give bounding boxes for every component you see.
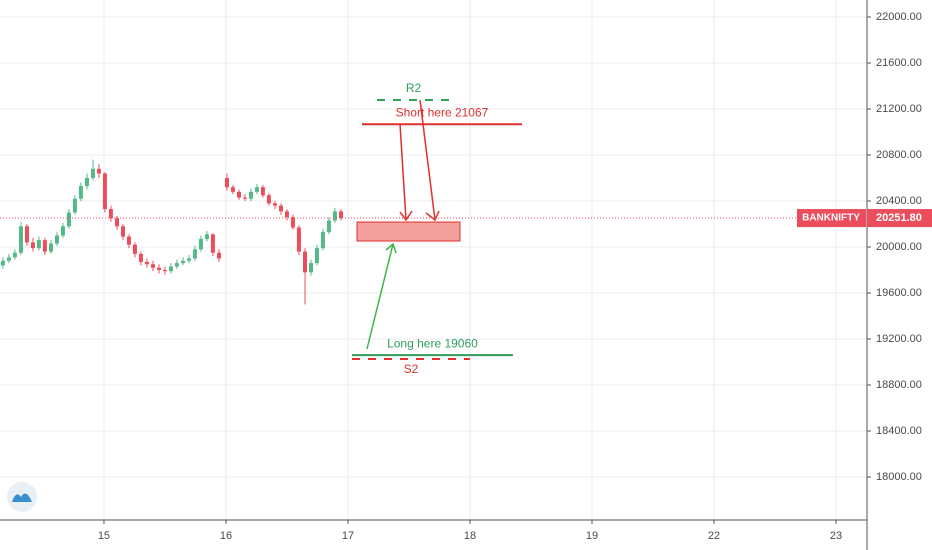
candle-body	[332, 211, 337, 221]
candle-body	[198, 238, 203, 250]
candle-body	[237, 191, 242, 198]
candle-body	[186, 258, 191, 261]
price-tag-label: 20251.80	[876, 212, 922, 224]
candle-body	[84, 178, 89, 187]
candle-body	[162, 270, 167, 272]
x-tick-label: 22	[708, 530, 720, 542]
arrow	[366, 242, 397, 350]
candle-body	[260, 187, 265, 196]
y-tick-label: 18800.00	[876, 379, 922, 391]
level-label: R2	[406, 81, 422, 95]
candle-body	[96, 168, 101, 174]
y-tick-label: 19200.00	[876, 333, 922, 345]
candle-body	[30, 242, 35, 249]
candle-body	[132, 244, 137, 254]
candle-body	[138, 253, 143, 262]
candle-body	[242, 197, 247, 199]
arrows	[366, 99, 440, 350]
candle-body	[217, 252, 222, 259]
y-tick-label: 20800.00	[876, 149, 922, 161]
candle-body	[90, 168, 95, 179]
x-tick-label: 17	[342, 530, 354, 542]
candle-body	[266, 195, 271, 204]
candle-body	[320, 232, 325, 249]
level-label: Long here 19060	[387, 336, 478, 350]
candle-body	[115, 218, 120, 227]
candle-body	[36, 240, 41, 249]
arrow	[419, 99, 440, 222]
candle-body	[120, 226, 125, 237]
x-tick-label: 19	[586, 530, 598, 542]
y-tick-label: 21200.00	[876, 103, 922, 115]
plot	[0, 159, 344, 305]
candle-body	[18, 226, 23, 253]
candle-body	[72, 198, 77, 213]
candle-body	[42, 240, 47, 252]
candle-body	[224, 178, 229, 188]
x-tick-label: 15	[98, 530, 110, 542]
symbol-tag	[797, 209, 866, 228]
candle-body	[49, 243, 53, 252]
x-tick-label: 18	[464, 530, 476, 542]
y-tick-label: 18000.00	[876, 471, 922, 483]
candle-body	[210, 234, 215, 253]
candle-body	[273, 203, 278, 206]
candle-body	[181, 260, 186, 264]
candle-body	[60, 226, 65, 236]
arrow	[399, 123, 413, 222]
y-tick-label: 18400.00	[876, 425, 922, 437]
symbol-label: BANKNIFTY	[802, 213, 860, 224]
grid	[0, 0, 867, 520]
y-tick-label: 20400.00	[876, 195, 922, 207]
candle-body	[126, 236, 131, 245]
candle-body	[151, 264, 155, 268]
candle-body	[168, 266, 173, 272]
candle-body	[309, 263, 314, 273]
x-tick-label: 23	[830, 530, 842, 542]
candle-body	[102, 173, 107, 210]
candle-body	[54, 235, 59, 244]
candle-body	[24, 226, 29, 243]
candle-body	[303, 251, 308, 273]
candle-body	[66, 212, 71, 227]
candle-body	[326, 220, 331, 233]
x-tick-label: 16	[220, 530, 232, 542]
candle-body	[78, 186, 83, 199]
candle-body	[156, 267, 161, 271]
candle-body	[314, 248, 319, 264]
candle-body	[144, 261, 149, 265]
candle-body	[6, 257, 11, 261]
level-label: Short here 21067	[396, 105, 489, 119]
logo	[7, 482, 37, 512]
y-tick-label: 21600.00	[876, 57, 922, 69]
y-tick-label: 19600.00	[876, 287, 922, 299]
candle-body	[174, 263, 179, 267]
zone	[356, 221, 461, 242]
candle-body	[278, 205, 283, 212]
candle-body	[230, 187, 235, 192]
candle-body	[284, 211, 289, 218]
y-tick-label: 20000.00	[876, 241, 922, 253]
candle-body	[296, 227, 301, 252]
y-tick-label: 22000.00	[876, 11, 922, 23]
candle-body	[204, 234, 209, 239]
candle-body	[290, 217, 295, 228]
logo-icon	[12, 493, 32, 502]
candle-body	[0, 260, 5, 266]
candle-body	[339, 211, 344, 219]
candle-body	[254, 187, 259, 192]
price-tag	[867, 209, 932, 228]
candle-body	[12, 252, 17, 258]
candle-body	[192, 249, 197, 259]
candle-body	[248, 191, 253, 199]
level-label: S2	[404, 362, 419, 376]
candle-body	[108, 209, 113, 219]
